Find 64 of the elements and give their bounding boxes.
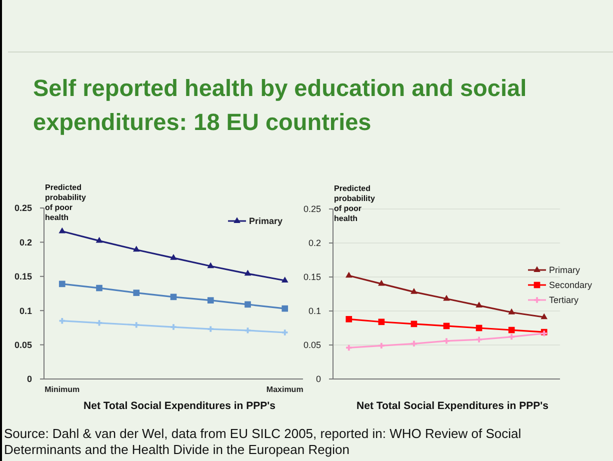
point: [207, 297, 214, 304]
y-tick-label: 0.15: [303, 272, 321, 282]
point: [410, 288, 418, 294]
legend-label: Primary: [249, 216, 283, 226]
point: [378, 280, 385, 286]
point: [244, 301, 251, 308]
point: [378, 342, 384, 349]
source-note: Source: Dahl & van der Wel, data from EU SILC 2005, reported in: WHO Review of Social Determinants and the Health Divide in the European Region: [4, 426, 522, 457]
point: [443, 294, 450, 301]
point: [244, 328, 251, 334]
point: [58, 227, 66, 234]
y-tick-label: 0.25: [303, 204, 321, 214]
point: [170, 254, 177, 260]
point: [170, 294, 177, 300]
point: [508, 308, 515, 314]
point: [476, 302, 482, 308]
point: [282, 330, 288, 336]
legend-label: Secondary: [549, 280, 593, 290]
y-axis-title: Predicted probability of poor health: [45, 183, 86, 222]
point: [476, 336, 482, 342]
point: [346, 344, 352, 351]
y-tick-label: 0.2: [19, 237, 32, 248]
y-tick-label: 0.25: [14, 203, 32, 214]
y-tick-label: 0.05: [303, 340, 321, 350]
legend-label: Tertiary: [549, 295, 580, 306]
point: [281, 276, 288, 282]
point: [170, 324, 176, 330]
point: [444, 338, 450, 344]
point: [58, 280, 66, 288]
point: [508, 334, 514, 340]
y-tick-label: 0.2: [308, 238, 321, 248]
point: [410, 320, 418, 328]
point: [132, 246, 140, 252]
point: [540, 313, 548, 320]
x-axis-title: Net Total Social Expenditures in PPP's: [84, 400, 276, 412]
point: [378, 318, 385, 326]
point: [411, 340, 417, 346]
point: [345, 272, 352, 278]
x-tick-label: Minimum: [44, 385, 80, 394]
point: [476, 324, 482, 332]
point: [443, 322, 450, 330]
point: [96, 236, 103, 243]
point: [346, 316, 352, 322]
point: [207, 262, 214, 268]
point: [208, 326, 214, 332]
point: [244, 270, 252, 276]
y-tick-label: 0.05: [14, 340, 32, 350]
y-tick-label: 0: [26, 374, 32, 384]
point: [134, 322, 140, 328]
point: [133, 290, 140, 296]
y-tick-label: 0.15: [14, 272, 32, 282]
x-axis-title: Net Total Social Expenditures in PPP's: [356, 400, 549, 412]
point: [282, 305, 288, 312]
legend-label: Primary: [549, 265, 580, 276]
y-tick-label: 0.1: [308, 306, 321, 316]
point: [508, 326, 515, 334]
y-tick-label: 0: [316, 374, 321, 384]
y-axis-title: Predicted probability of poor health: [334, 184, 376, 223]
chart-title: Self reported health by education and social expenditures: 18 EU countries: [33, 75, 527, 135]
x-tick-label: Maximum: [266, 385, 304, 394]
point: [96, 284, 102, 292]
point: [59, 318, 65, 324]
y-tick-label: 0.1: [19, 306, 32, 316]
point: [96, 320, 102, 326]
